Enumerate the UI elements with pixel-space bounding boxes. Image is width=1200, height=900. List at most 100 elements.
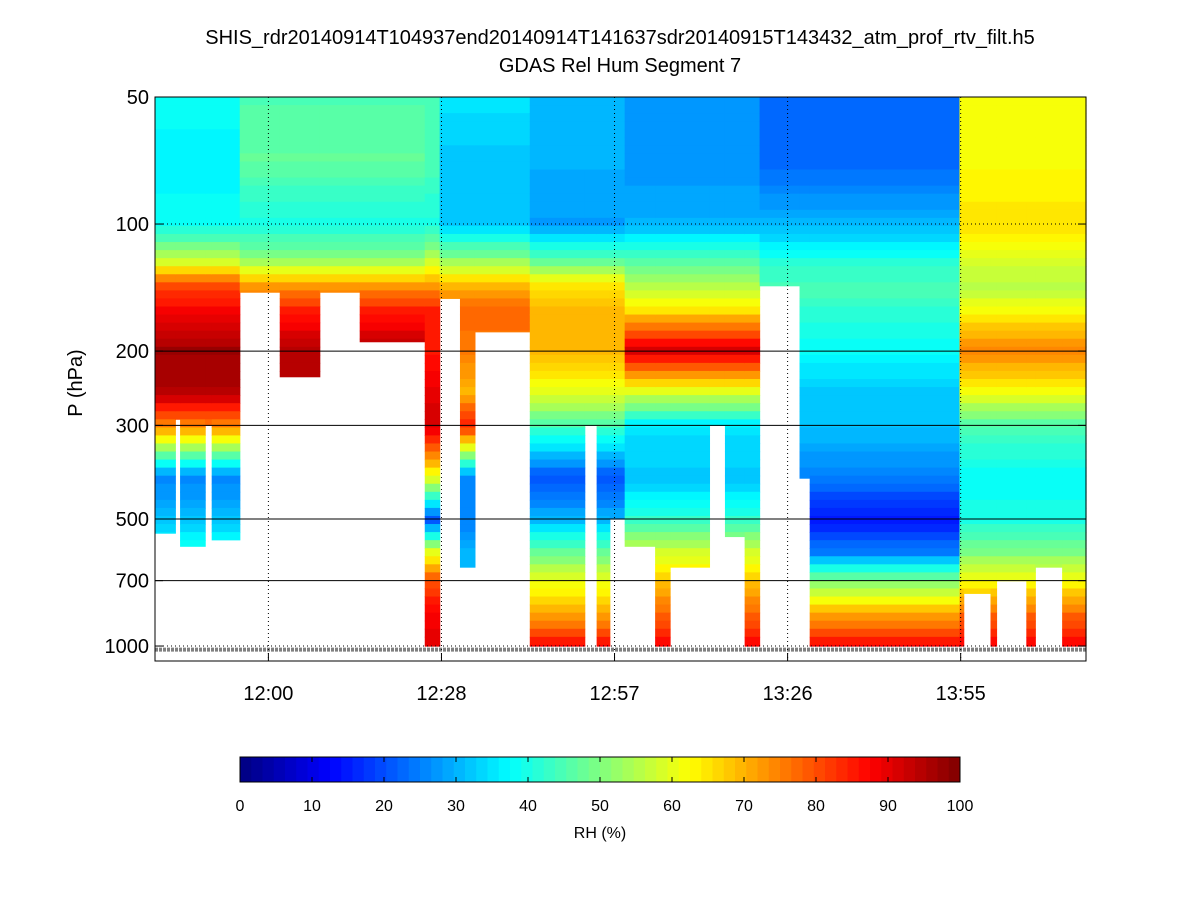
heatmap-cell: [1026, 435, 1036, 445]
heatmap-cell: [459, 217, 476, 227]
heatmap-cell: [584, 177, 598, 187]
heatmap-cell: [279, 362, 321, 372]
heatmap-cell: [990, 129, 998, 138]
heatmap-cell: [609, 515, 626, 520]
heatmap-cell: [670, 411, 711, 420]
heatmap-cell: [959, 379, 965, 388]
heatmap-cell: [670, 314, 711, 324]
heatmap-cell: [809, 524, 961, 533]
heatmap-cell: [596, 459, 611, 469]
heatmap-cell: [624, 137, 656, 146]
heatmap-cell: [155, 209, 176, 219]
heatmap-cell: [996, 451, 1027, 461]
heatmap-cell: [799, 362, 811, 372]
heatmap-cell: [1035, 395, 1063, 404]
heatmap-cell: [155, 515, 176, 525]
heatmap-cell: [744, 499, 761, 509]
heatmap-cell: [670, 266, 711, 275]
heatmap-cell: [809, 588, 961, 598]
heatmap-cell: [809, 338, 961, 348]
heatmap-cell: [584, 298, 598, 308]
heatmap-cell: [744, 540, 761, 549]
heatmap-cell: [963, 185, 992, 195]
heatmap-cell: [439, 242, 461, 251]
heatmap-cell: [439, 121, 461, 130]
x-tick-label: 13:55: [936, 683, 986, 705]
heatmap-cell: [424, 387, 441, 396]
heatmap-cell: [596, 387, 611, 396]
heatmap-cell: [529, 370, 586, 380]
heatmap-cell: [439, 233, 461, 243]
heatmap-cell: [180, 362, 206, 372]
heatmap-cell: [1026, 403, 1036, 412]
heatmap-cell: [996, 242, 1027, 251]
heatmap-cell: [670, 177, 711, 187]
heatmap-cell: [474, 129, 531, 138]
heatmap-cell: [239, 209, 281, 219]
heatmap-cell: [963, 491, 992, 501]
heatmap-cell: [990, 475, 998, 485]
heatmap-cell: [963, 177, 992, 187]
heatmap-cell: [529, 97, 586, 106]
heatmap-cell: [724, 169, 746, 179]
heatmap-cell: [759, 274, 801, 283]
heatmap-cell: [809, 499, 961, 509]
heatmap-cell: [744, 306, 761, 316]
heatmap-cell: [584, 129, 598, 138]
heatmap-cell: [990, 169, 998, 179]
heatmap-cell: [175, 330, 181, 340]
heatmap-cell: [1062, 572, 1087, 582]
heatmap-cell: [959, 443, 965, 453]
heatmap-cell: [1035, 217, 1063, 227]
heatmap-cell: [744, 137, 761, 146]
heatmap-cell: [205, 193, 213, 203]
heatmap-cell: [744, 185, 761, 195]
heatmap-cell: [624, 451, 656, 461]
heatmap-cell: [670, 354, 711, 364]
heatmap-cell: [799, 475, 811, 479]
heatmap-cell: [1062, 362, 1087, 372]
heatmap-cell: [424, 242, 441, 251]
heatmap-cell: [459, 177, 476, 187]
heatmap-cell: [799, 242, 811, 251]
heatmap-cell: [596, 540, 611, 549]
heatmap-cell: [709, 145, 726, 154]
heatmap-cell: [990, 467, 998, 477]
heatmap-cell: [459, 193, 476, 203]
heatmap-cell: [529, 507, 586, 517]
heatmap-cell: [809, 266, 961, 275]
heatmap-cell: [744, 459, 761, 469]
heatmap-cell: [990, 145, 998, 154]
heatmap-cell: [279, 185, 321, 195]
heatmap-cell: [655, 548, 671, 557]
heatmap-cell: [724, 185, 746, 195]
heatmap-cell: [744, 435, 761, 445]
heatmap-cell: [963, 540, 992, 549]
heatmap-cell: [963, 193, 992, 203]
heatmap-cell: [624, 427, 656, 436]
heatmap-cell: [205, 137, 213, 146]
heatmap-cell: [319, 282, 361, 291]
heatmap-cell: [205, 242, 213, 251]
heatmap-cell: [759, 201, 801, 211]
heatmap-cell: [424, 411, 441, 420]
heatmap-cell: [359, 129, 426, 138]
heatmap-cell: [155, 467, 176, 477]
heatmap-cell: [424, 467, 441, 477]
heatmap-cell: [963, 524, 992, 533]
heatmap-cell: [279, 338, 321, 348]
heatmap-cell: [609, 370, 626, 380]
heatmap-cell: [155, 282, 176, 291]
heatmap-cell: [155, 233, 176, 243]
heatmap-cell: [205, 145, 213, 154]
heatmap-cell: [670, 290, 711, 300]
heatmap-cell: [744, 266, 761, 275]
heatmap-cell: [959, 572, 965, 582]
heatmap-cell: [744, 467, 761, 477]
heatmap-cell: [155, 105, 176, 114]
heatmap-cell: [996, 475, 1027, 485]
heatmap-cell: [596, 209, 611, 219]
heatmap-cell: [963, 105, 992, 114]
heatmap-cell: [529, 185, 586, 195]
